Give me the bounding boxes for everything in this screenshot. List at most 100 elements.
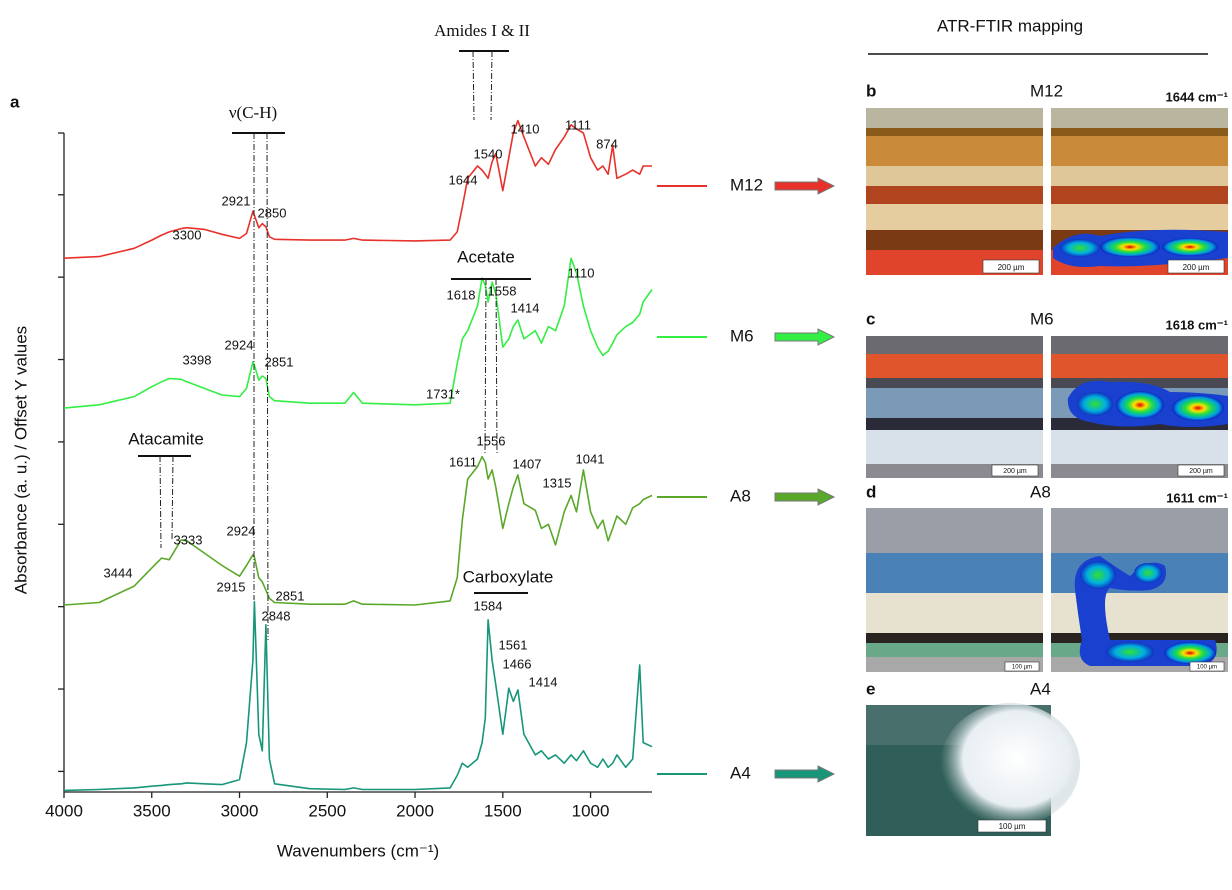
legend-label: M6	[730, 326, 754, 345]
legend-arrow	[775, 489, 834, 505]
figure: 4000 3500 3000 2500 2000 1500 1000 3300 2921 285…	[0, 0, 1232, 890]
band-line	[172, 456, 173, 540]
peak-label: 2851	[265, 354, 294, 369]
scale-label: 100 µm	[999, 822, 1026, 831]
band-label: 1644 cm⁻¹	[1165, 89, 1228, 104]
heatmap	[1077, 392, 1113, 416]
micrograph	[940, 703, 1080, 827]
peak-label: 1315	[543, 475, 572, 490]
peak-label: 3398	[183, 352, 212, 367]
peak-label: 1556	[477, 433, 506, 448]
x-axis-label: Wavenumbers (cm⁻¹)	[277, 841, 439, 860]
sample-name: A8	[1030, 482, 1051, 501]
spectrum-line	[64, 258, 652, 408]
x-tick-label: 2000	[396, 801, 434, 820]
scale-label: 200 µm	[1183, 263, 1210, 272]
micrograph	[866, 508, 1043, 672]
panel-letter: c	[866, 309, 875, 328]
peak-label: 1414	[529, 674, 558, 689]
x-tick-label: 3500	[133, 801, 171, 820]
axes-layer: 4000 3500 3000 2500 2000 1500 1000	[45, 133, 609, 820]
band-label: Atacamite	[128, 429, 204, 448]
band-label: 1611 cm⁻¹	[1166, 490, 1228, 505]
peak-label: 3300	[173, 227, 202, 242]
annotation-layer: 3300 2921 2850 1644 1540 1410 1111 874 3398 2924 2…	[104, 21, 618, 690]
legend-label: M12	[730, 175, 763, 194]
sample-name: A4	[1030, 679, 1051, 698]
band-line	[491, 51, 492, 120]
x-tick-label: 1500	[484, 801, 522, 820]
panel-d: d A8 1611 cm⁻¹ 100 µm 100 µm	[866, 482, 1228, 672]
peak-label: 1731*	[426, 386, 460, 401]
scale-label: 100 µm	[1197, 665, 1217, 671]
peak-label: 2850	[258, 205, 287, 220]
panel-c: c M6 1618 cm⁻¹ 200 µm 200 µm	[866, 309, 1228, 478]
peak-label: 2915	[217, 579, 246, 594]
heatmap	[1116, 391, 1164, 419]
peak-label: 1041	[576, 451, 605, 466]
peak-label: 2851	[276, 588, 305, 603]
peak-label: 1584	[474, 598, 503, 613]
scale-label: 200 µm	[1189, 468, 1213, 475]
scale-label: 100 µm	[1012, 665, 1032, 671]
legend-label: A8	[730, 486, 751, 505]
legend-arrow	[775, 766, 834, 782]
band-label: 1618 cm⁻¹	[1165, 317, 1228, 332]
band-label: Acetate	[457, 247, 515, 266]
band-line	[160, 456, 161, 548]
peak-label: 1414	[511, 300, 540, 315]
peak-label: 1410	[511, 121, 540, 136]
peak-label: 874	[596, 136, 618, 151]
heatmap	[1172, 395, 1224, 421]
x-tick-label: 1000	[572, 801, 610, 820]
heatmap	[1106, 642, 1154, 662]
peak-label: 1111	[565, 117, 591, 132]
peak-label: 3444	[104, 565, 133, 580]
peak-label: 1611	[449, 454, 477, 469]
spectrum-line	[64, 121, 652, 259]
peak-label: 3333	[174, 532, 203, 547]
peak-label: 1558	[488, 283, 517, 298]
legend: M12 M6 A8 A4	[657, 175, 834, 782]
peak-label: 1561	[499, 637, 528, 652]
peak-label: 1110	[568, 265, 595, 280]
heatmap	[1162, 238, 1218, 256]
heatmap	[1164, 642, 1216, 664]
band-label: Amides I & II	[434, 21, 530, 40]
sample-name: M12	[1030, 81, 1063, 100]
band-label: Carboxylate	[463, 567, 554, 586]
peak-label: 2848	[262, 608, 291, 623]
panel-letter: d	[866, 482, 876, 501]
heatmap	[1080, 561, 1116, 589]
peak-label: 2924	[227, 523, 256, 538]
band-label: ν(C-H)	[229, 103, 277, 122]
heatmap	[1060, 239, 1100, 257]
x-tick-label: 3000	[221, 801, 259, 820]
peak-label: 2924	[225, 337, 254, 352]
panel-letter: a	[10, 92, 20, 111]
panel-letter: b	[866, 81, 876, 100]
scale-label: 200 µm	[998, 263, 1025, 272]
x-tick-label: 2500	[308, 801, 346, 820]
mapping-title: ATR-FTIR mapping	[937, 16, 1083, 35]
spectrum-line	[64, 602, 652, 791]
micrograph	[866, 336, 1043, 478]
legend-arrow	[775, 178, 834, 194]
panel-letter: e	[866, 679, 875, 698]
x-tick-label: 4000	[45, 801, 83, 820]
legend-label: A4	[730, 763, 751, 782]
peak-label: 2921	[222, 193, 251, 208]
y-axis-label: Absorbance (a. u.) / Offset Y values	[11, 326, 30, 594]
sample-name: M6	[1030, 309, 1054, 328]
heatmap	[1100, 237, 1160, 257]
peak-label: 1466	[503, 656, 532, 671]
heatmap	[1134, 563, 1162, 583]
panel-b: b M12 1644 cm⁻¹ 200 µm 200 µm	[866, 81, 1228, 275]
peak-label: 1644	[449, 172, 478, 187]
band-line	[473, 51, 474, 120]
scale-label: 200 µm	[1003, 468, 1027, 475]
band-line	[485, 279, 486, 455]
peak-label: 1618	[447, 287, 476, 302]
micrograph	[866, 108, 1043, 275]
peak-label: 1540	[474, 146, 503, 161]
